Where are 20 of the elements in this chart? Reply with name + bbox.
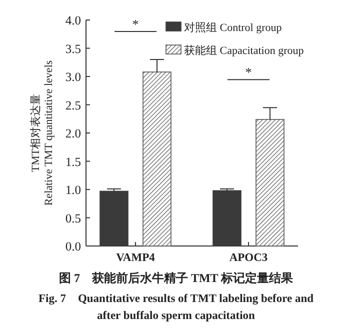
y-tick-label: 2.0 <box>65 126 81 140</box>
y-axis-title: TMT相对表达量 Relative TMT quantitative levels <box>29 60 55 206</box>
legend-label: 对照组 Control group <box>184 21 282 34</box>
y-tick-label: 1.0 <box>65 183 81 197</box>
bar <box>142 72 172 246</box>
y-tick-label: 1.5 <box>65 154 81 169</box>
y-tick-label: 4.0 <box>65 14 81 28</box>
y-tick-label: 2.5 <box>65 98 81 112</box>
text: 图 7 获能前后水牛精子 TMT 标记定量结果 <box>58 271 294 285</box>
y-tick-label: 3.5 <box>65 42 81 56</box>
legend-label: 获能组 Capacitation group <box>184 44 304 57</box>
annotation: * <box>132 16 139 32</box>
text: Fig. 7 Quantitative results of TMT labeling before and after buffalo sperm capacitation <box>38 293 314 322</box>
x-tick-label: VAMP4 <box>116 252 156 264</box>
bar <box>256 119 284 246</box>
y-tick-label: 3.0 <box>65 70 81 84</box>
annotation: * <box>245 64 252 80</box>
y-tick-label: 0.0 <box>65 240 81 254</box>
y-tick-label: 0.5 <box>65 211 81 226</box>
x-tick-label: APOC3 <box>229 252 268 264</box>
